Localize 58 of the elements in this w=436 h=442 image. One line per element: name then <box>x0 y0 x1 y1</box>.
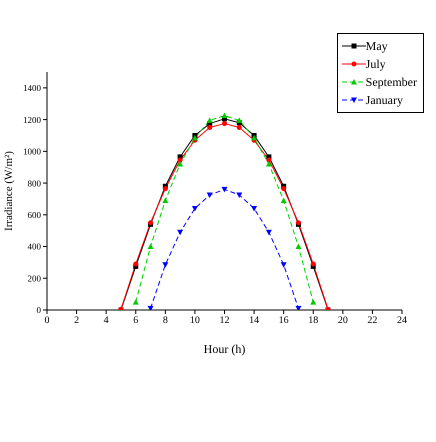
point <box>132 299 139 305</box>
point <box>162 186 168 192</box>
point <box>148 244 154 250</box>
point <box>207 125 212 130</box>
point <box>177 161 184 167</box>
point <box>192 134 198 140</box>
point <box>236 192 242 198</box>
x-tick-label: 8 <box>162 315 168 326</box>
x-tick-label: 10 <box>190 315 200 326</box>
x-tick-label: 12 <box>220 315 230 326</box>
x-tick-label: 6 <box>133 315 138 326</box>
y-tick-label: 1200 <box>23 114 42 125</box>
point <box>266 161 272 167</box>
y-tick-label: 200 <box>28 273 42 284</box>
legend-label: January <box>366 92 403 108</box>
point <box>281 186 286 192</box>
x-tick-label: 0 <box>44 315 50 326</box>
point <box>206 117 213 123</box>
y-tick-label: 0 <box>36 305 42 316</box>
point <box>236 125 242 130</box>
point <box>222 121 227 126</box>
y-tick-label: 1000 <box>23 146 42 157</box>
point <box>192 206 198 212</box>
x-tick-label: 22 <box>367 315 378 326</box>
y-axis-title: Irradiance (W/m²) <box>3 150 15 231</box>
y-tick-label: 800 <box>28 178 42 188</box>
point <box>251 206 258 212</box>
x-tick-label: 18 <box>308 315 318 326</box>
point <box>280 262 287 268</box>
legend-label: May <box>366 38 388 54</box>
x-tick-label: 20 <box>338 315 348 326</box>
y-tick-label: 600 <box>28 210 42 220</box>
legend-label: July <box>366 56 386 72</box>
point <box>251 134 258 140</box>
point <box>236 117 242 123</box>
point <box>178 158 183 163</box>
x-tick-label: 14 <box>249 315 260 326</box>
point <box>177 230 184 236</box>
x-tick-label: 2 <box>74 315 80 326</box>
x-tick-label: 16 <box>278 315 289 326</box>
point <box>295 244 302 250</box>
point <box>162 198 168 204</box>
point <box>206 192 213 198</box>
y-tick-label: 1400 <box>23 83 42 94</box>
point <box>280 198 287 204</box>
point <box>133 261 138 266</box>
x-tick-label: 4 <box>104 315 109 326</box>
x-axis-title: Hour (h) <box>204 342 246 356</box>
point <box>162 262 168 268</box>
legend-label: September <box>366 74 417 90</box>
point <box>222 112 228 118</box>
y-tick-label: 400 <box>28 242 42 252</box>
point <box>266 158 272 163</box>
point <box>310 261 316 266</box>
point <box>266 230 272 236</box>
x-tick-label: 24 <box>397 315 407 326</box>
point <box>310 299 316 305</box>
point <box>222 186 228 192</box>
